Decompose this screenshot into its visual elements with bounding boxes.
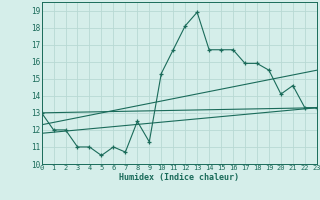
X-axis label: Humidex (Indice chaleur): Humidex (Indice chaleur) [119,173,239,182]
